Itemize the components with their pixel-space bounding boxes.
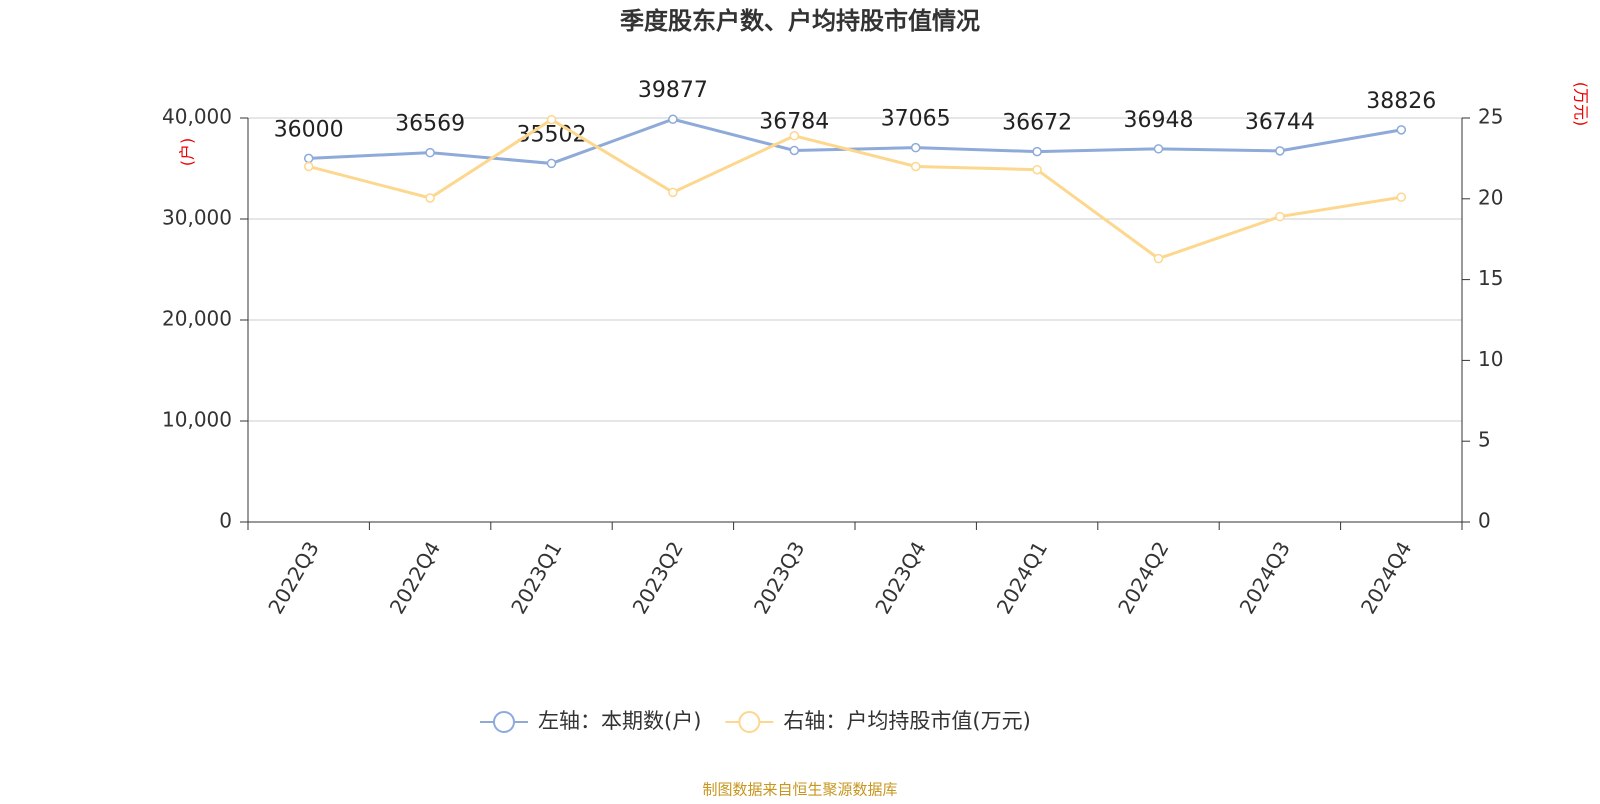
x-tick-label: 2022Q3 bbox=[263, 537, 323, 618]
legend-symbol bbox=[738, 711, 761, 733]
chart-title: 季度股东户数、户均持股市值情况 bbox=[620, 7, 980, 35]
y-tick-label: 0 bbox=[219, 509, 232, 533]
data-point bbox=[303, 161, 314, 172]
data-point bbox=[1396, 192, 1407, 202]
data-label: 39877 bbox=[638, 78, 708, 103]
data-point bbox=[1153, 144, 1164, 154]
data-point bbox=[303, 153, 314, 164]
series-line bbox=[308, 117, 1402, 165]
legend-label: 右轴：户均持股市值(万元) bbox=[783, 709, 1030, 733]
data-label: 38826 bbox=[1366, 89, 1436, 114]
x-tick-label: 2023Q3 bbox=[749, 537, 809, 618]
data-point bbox=[1396, 125, 1407, 135]
data-point bbox=[910, 142, 921, 153]
data-label: 36784 bbox=[759, 109, 829, 134]
data-label: 36000 bbox=[274, 117, 344, 142]
data-point bbox=[789, 145, 800, 156]
y2-axis-title: (万元) bbox=[1572, 82, 1591, 127]
data-point bbox=[425, 193, 435, 203]
x-tick-label: 2024Q2 bbox=[1113, 537, 1173, 618]
data-point bbox=[546, 114, 557, 125]
x-tick-label: 2022Q4 bbox=[385, 537, 445, 618]
x-tick-label: 2023Q1 bbox=[506, 537, 566, 618]
x-tick-label: 2024Q4 bbox=[1356, 537, 1416, 618]
data-point bbox=[789, 131, 800, 141]
x-tick-label: 2024Q1 bbox=[992, 537, 1052, 618]
data-point bbox=[1275, 211, 1285, 222]
y2-tick-label: 25 bbox=[1478, 105, 1503, 129]
y2-tick-label: 15 bbox=[1478, 266, 1503, 290]
data-label: 36744 bbox=[1245, 110, 1315, 135]
y-tick-label: 20,000 bbox=[162, 307, 232, 331]
series-line bbox=[308, 117, 1402, 261]
data-point bbox=[1032, 146, 1042, 157]
data-label: 36672 bbox=[1002, 111, 1072, 136]
y-tick-label: 40,000 bbox=[162, 105, 232, 129]
data-point bbox=[546, 158, 557, 169]
x-tick-label: 2023Q4 bbox=[870, 537, 930, 618]
y-tick-label: 30,000 bbox=[162, 206, 232, 230]
data-point bbox=[1275, 146, 1285, 156]
data-label: 36569 bbox=[395, 112, 465, 137]
data-point bbox=[1032, 164, 1042, 175]
y-axis-title: (户) bbox=[178, 138, 197, 167]
data-point bbox=[668, 114, 678, 124]
y2-tick-label: 0 bbox=[1478, 509, 1491, 533]
y2-tick-label: 20 bbox=[1478, 185, 1503, 209]
y-tick-label: 10,000 bbox=[162, 408, 232, 432]
data-point bbox=[425, 147, 435, 158]
data-label: 37065 bbox=[881, 107, 951, 132]
x-tick-label: 2024Q3 bbox=[1235, 537, 1295, 618]
y2-tick-label: 5 bbox=[1478, 428, 1491, 452]
y2-tick-label: 10 bbox=[1478, 347, 1503, 371]
data-point bbox=[910, 161, 921, 172]
x-tick-label: 2023Q2 bbox=[628, 537, 688, 618]
legend-symbol bbox=[493, 711, 515, 733]
legend-label: 左轴：本期数(户) bbox=[538, 709, 701, 733]
data-point bbox=[1153, 253, 1164, 264]
data-point bbox=[668, 187, 678, 198]
source-note: 制图数据来自恒生聚源数据库 bbox=[702, 781, 897, 799]
data-label: 36948 bbox=[1124, 108, 1194, 133]
